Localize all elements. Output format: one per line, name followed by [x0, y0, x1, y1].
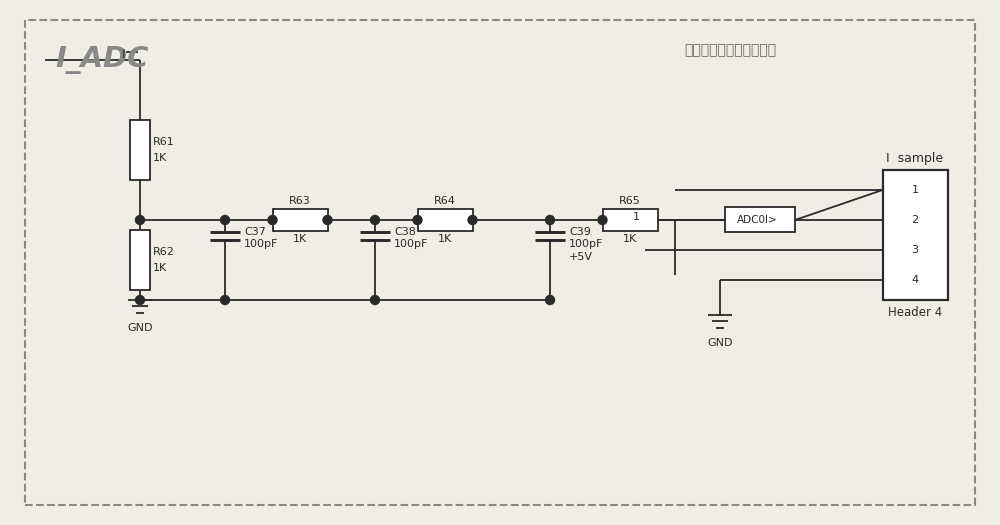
Text: C39: C39 — [569, 227, 591, 237]
Text: 1K: 1K — [438, 234, 452, 244]
Text: 100pF: 100pF — [394, 239, 428, 249]
Circle shape — [370, 296, 380, 304]
Circle shape — [136, 296, 144, 304]
Bar — [272, 209, 328, 231]
Circle shape — [323, 215, 332, 225]
Text: GND: GND — [707, 339, 733, 349]
Text: +5V: +5V — [569, 252, 593, 262]
Text: ADC0I>: ADC0I> — [737, 215, 777, 225]
Circle shape — [598, 215, 607, 225]
Circle shape — [220, 296, 230, 304]
Circle shape — [268, 215, 277, 225]
Bar — [602, 209, 658, 231]
Bar — [418, 209, 473, 231]
Bar — [130, 120, 150, 180]
Text: R64: R64 — [434, 196, 456, 206]
Circle shape — [546, 215, 554, 225]
Text: R61: R61 — [153, 137, 175, 147]
Text: I_ADC: I_ADC — [55, 46, 148, 74]
Circle shape — [136, 215, 144, 225]
Text: 1: 1 — [633, 212, 640, 222]
Circle shape — [546, 296, 554, 304]
Bar — [883, 170, 948, 300]
Text: GND: GND — [127, 323, 153, 333]
Text: R63: R63 — [289, 196, 311, 206]
Text: C38: C38 — [394, 227, 416, 237]
Text: Header 4: Header 4 — [888, 306, 942, 319]
Bar — [725, 207, 795, 233]
Text: 4: 4 — [911, 275, 919, 285]
Circle shape — [468, 215, 477, 225]
Circle shape — [413, 215, 422, 225]
Text: 1K: 1K — [153, 153, 167, 163]
Text: 1: 1 — [912, 185, 918, 195]
Text: 2: 2 — [911, 215, 919, 225]
Text: 100pF: 100pF — [244, 239, 278, 249]
Bar — [130, 230, 150, 290]
Text: 100pF: 100pF — [569, 239, 603, 249]
Text: 1K: 1K — [623, 234, 637, 244]
Text: R62: R62 — [153, 247, 175, 257]
Text: 电流互感器输出引脚脚位: 电流互感器输出引脚脚位 — [684, 43, 776, 57]
Text: I: I — [121, 48, 125, 61]
Circle shape — [220, 215, 230, 225]
Text: 1K: 1K — [293, 234, 307, 244]
Text: R65: R65 — [619, 196, 641, 206]
Text: 1K: 1K — [153, 263, 167, 273]
Circle shape — [370, 215, 380, 225]
Text: C37: C37 — [244, 227, 266, 237]
Text: I  sample: I sample — [886, 152, 944, 165]
Text: 3: 3 — [912, 245, 918, 255]
